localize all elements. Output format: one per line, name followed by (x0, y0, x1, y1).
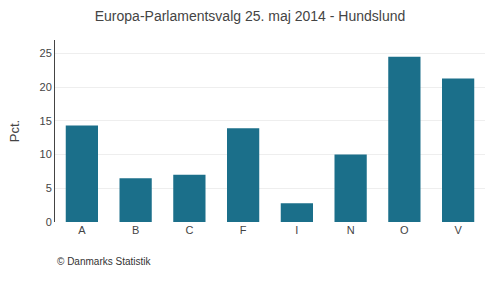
svg-text:0: 0 (46, 216, 52, 228)
svg-text:B: B (132, 224, 139, 236)
svg-text:I: I (295, 224, 298, 236)
svg-text:© Danmarks Statistik: © Danmarks Statistik (57, 256, 152, 267)
svg-text:A: A (78, 224, 86, 236)
svg-text:V: V (454, 224, 462, 236)
svg-text:20: 20 (40, 81, 52, 93)
svg-text:Pct.: Pct. (7, 120, 22, 142)
svg-text:N: N (347, 224, 355, 236)
svg-text:15: 15 (40, 115, 52, 127)
svg-text:10: 10 (40, 148, 52, 160)
svg-text:C: C (185, 224, 193, 236)
svg-text:F: F (240, 224, 247, 236)
svg-text:25: 25 (40, 47, 52, 59)
svg-text:5: 5 (46, 182, 52, 194)
svg-text:O: O (400, 224, 409, 236)
svg-text:Europa-Parlamentsvalg 25. maj: Europa-Parlamentsvalg 25. maj 2014 - Hun… (95, 8, 406, 24)
